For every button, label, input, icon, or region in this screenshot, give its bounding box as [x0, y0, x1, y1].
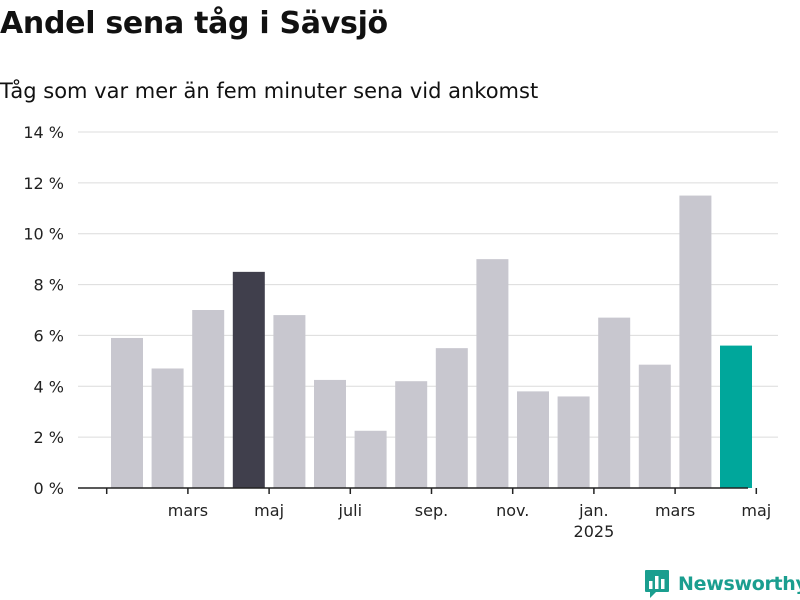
- bar: [151, 368, 184, 488]
- x-tick-label: maj: [254, 501, 284, 520]
- y-tick-label: 12 %: [23, 174, 64, 193]
- bar: [395, 381, 428, 488]
- bar: [557, 396, 590, 488]
- bar: [435, 348, 468, 488]
- brand-logo: Newsworthy: [644, 568, 800, 600]
- x-tick-label: juli: [338, 501, 362, 520]
- y-tick-label: 8 %: [34, 276, 64, 295]
- bar: [679, 195, 712, 489]
- bar: [314, 379, 346, 488]
- x-tick-label: mars: [655, 501, 695, 520]
- bar: [598, 317, 631, 488]
- y-tick-label: 2 %: [34, 428, 64, 447]
- bar: [192, 310, 225, 488]
- y-tick-label: 0 %: [34, 479, 64, 498]
- bar-highlighted: [232, 271, 265, 488]
- newsworthy-logo-icon: [645, 570, 669, 598]
- bar: [273, 315, 306, 488]
- bar: [638, 364, 671, 488]
- x-tick-label: sep.: [415, 501, 448, 520]
- y-tick-label: 14 %: [23, 123, 64, 142]
- bar: [111, 337, 143, 488]
- x-tick-label: nov.: [496, 501, 529, 520]
- x-tick-year-label: 2025: [574, 522, 615, 541]
- bar: [354, 430, 387, 488]
- y-tick-label: 6 %: [34, 326, 64, 345]
- x-tick-label: maj: [741, 501, 771, 520]
- bar-highlighted: [720, 345, 752, 488]
- y-tick-label: 4 %: [34, 377, 64, 396]
- brand-name: Newsworthy: [678, 573, 800, 595]
- y-tick-label: 10 %: [23, 225, 64, 244]
- chart-title: Andel sena tåg i Sävsjö: [0, 6, 388, 41]
- bar: [517, 391, 549, 488]
- x-tick-label: mars: [168, 501, 208, 520]
- bar: [476, 259, 509, 488]
- chart-subtitle: Tåg som var mer än fem minuter sena vid …: [0, 79, 539, 103]
- x-tick-label: jan.: [578, 501, 608, 520]
